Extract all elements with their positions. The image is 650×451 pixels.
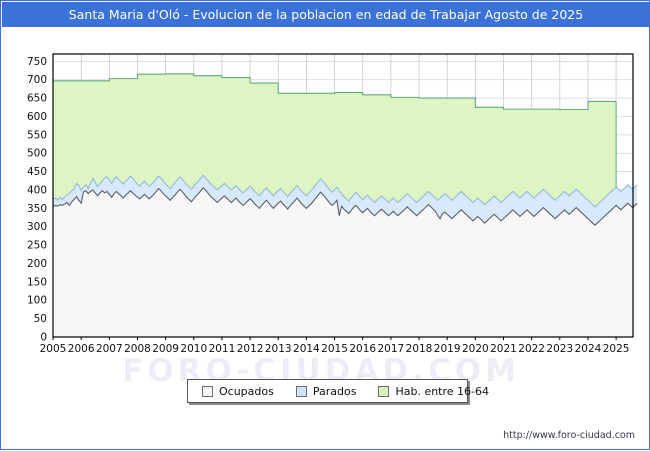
y-axis-tick-label: 650 <box>27 93 47 105</box>
x-axis-tick-label: 2005 <box>40 343 67 355</box>
x-axis-tick-label: 2020 <box>462 343 489 355</box>
y-axis-tick-label: 550 <box>27 129 47 141</box>
y-axis-tick-label: 350 <box>27 203 47 215</box>
legend-label-hab-16-64: Hab. entre 16-64 <box>395 384 490 398</box>
legend-label-ocupados: Ocupados <box>219 384 274 398</box>
window-title-bar: Santa Maria d'Oló - Evolucion de la pobl… <box>2 2 650 27</box>
x-axis-tick-label: 2008 <box>124 343 151 355</box>
x-axis-tick-label: 2021 <box>490 343 517 355</box>
x-axis-tick-label: 2016 <box>349 343 376 355</box>
x-axis-tick-label: 2018 <box>406 343 433 355</box>
y-axis-tick-label: 50 <box>34 313 47 325</box>
x-axis-tick-label: 2022 <box>518 343 545 355</box>
x-axis-tick-label: 2019 <box>434 343 461 355</box>
x-axis-tick-label: 2006 <box>68 343 95 355</box>
x-axis-tick-label: 2017 <box>377 343 404 355</box>
x-axis-tick-label: 2015 <box>321 343 348 355</box>
x-axis-tick-label: 2007 <box>96 343 123 355</box>
legend-swatch-hab-16-64 <box>378 385 390 397</box>
x-axis-tick-label: 2009 <box>152 343 179 355</box>
y-axis-tick-label: 250 <box>27 240 47 252</box>
y-axis-tick-label: 0 <box>40 332 47 344</box>
legend-item-parados: Parados <box>295 380 357 402</box>
x-axis-tick-label: 2024 <box>575 343 602 355</box>
x-axis-tick-label: 2011 <box>209 343 236 355</box>
legend-swatch-parados <box>295 385 307 397</box>
x-axis-tick-label: 2025 <box>603 343 630 355</box>
x-axis-tick-label: 2013 <box>265 343 292 355</box>
y-axis-tick-label: 450 <box>27 166 47 178</box>
x-axis-tick-label: 2012 <box>237 343 264 355</box>
y-axis-tick-label: 150 <box>27 276 47 288</box>
y-axis-tick-label: 200 <box>27 258 47 270</box>
footer-url: http://www.foro-ciudad.com <box>503 430 635 441</box>
y-axis-tick-label: 600 <box>27 111 47 123</box>
y-axis-tick-label: 700 <box>27 74 47 86</box>
y-axis-tick-label: 400 <box>27 184 47 196</box>
population-area-chart: 0 50 100 150 200 250 300 350 400 450 500 550 600 650 7… <box>27 53 638 355</box>
y-axis-tick-label: 100 <box>27 295 47 307</box>
chart-legend: Ocupados Parados Hab. entre 16-64 <box>187 379 489 403</box>
legend-item-ocupados: Ocupados <box>202 380 274 402</box>
plot-area-container: 0 50 100 150 200 250 300 350 400 450 500 550 600 650 7… <box>1 27 650 451</box>
legend-label-parados: Parados <box>312 384 357 398</box>
legend-item-hab-16-64: Hab. entre 16-64 <box>378 380 489 402</box>
y-axis-tick-label: 500 <box>27 148 47 160</box>
x-axis-tick-label: 2010 <box>180 343 207 355</box>
x-axis-tick-label: 2023 <box>546 343 573 355</box>
y-axis-tick-label: 750 <box>27 56 47 68</box>
x-axis-tick-label: 2014 <box>293 343 320 355</box>
y-axis-tick-label: 300 <box>27 221 47 233</box>
page-title: Santa Maria d'Oló - Evolucion de la pobl… <box>68 7 584 22</box>
legend-swatch-ocupados <box>202 385 213 397</box>
